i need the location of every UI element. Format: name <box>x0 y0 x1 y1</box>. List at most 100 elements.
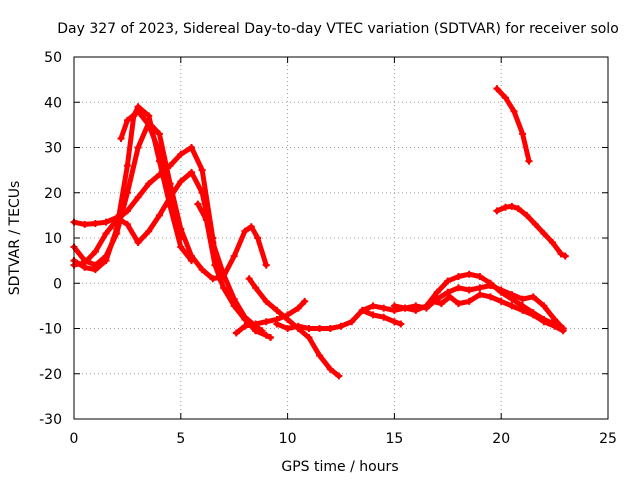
data-point <box>358 306 366 314</box>
series-arc-5 <box>117 107 185 242</box>
data-point <box>187 168 195 176</box>
data-point <box>123 189 131 197</box>
data-point <box>102 252 110 260</box>
data-point <box>262 318 270 326</box>
data-point <box>166 162 174 170</box>
x-tick-label: 15 <box>385 431 403 447</box>
series-arc-14 <box>493 202 569 260</box>
data-point <box>487 282 495 290</box>
data-point <box>123 220 131 228</box>
data-point <box>561 252 569 260</box>
data-point <box>166 193 174 201</box>
data-point <box>454 284 462 292</box>
data-point <box>155 211 163 219</box>
data-point <box>187 252 195 260</box>
data-point <box>294 304 302 312</box>
data-point <box>252 327 260 335</box>
data-point <box>145 121 153 129</box>
data-point <box>390 302 398 310</box>
data-point <box>91 261 99 269</box>
chart-title: Day 327 of 2023, Sidereal Day-to-day VTE… <box>57 21 619 37</box>
data-point <box>177 177 185 185</box>
data-point <box>294 322 302 330</box>
data-point <box>437 300 445 308</box>
data-point <box>305 325 313 332</box>
y-tick-label: 10 <box>44 231 62 247</box>
data-point <box>548 239 556 247</box>
data-point <box>305 334 313 342</box>
data-point <box>177 234 185 242</box>
y-tick-label: -30 <box>39 412 62 428</box>
data-point <box>81 259 89 267</box>
data-point <box>262 261 270 269</box>
series-line <box>195 201 273 341</box>
x-tick-label: 10 <box>279 431 297 447</box>
data-point <box>510 107 518 115</box>
data-point <box>497 286 505 294</box>
data-point <box>177 243 185 251</box>
x-tick-label: 25 <box>599 431 617 447</box>
data-point <box>194 200 202 208</box>
data-point <box>134 144 142 151</box>
data-point <box>401 304 409 312</box>
data-point <box>202 216 210 224</box>
data-point <box>429 297 437 305</box>
data-point <box>134 239 142 247</box>
data-point <box>380 313 388 321</box>
series-line <box>246 276 342 379</box>
data-point <box>252 284 260 292</box>
data-point <box>134 107 142 115</box>
series-line <box>71 120 269 282</box>
series-line <box>391 283 566 331</box>
data-point <box>529 311 537 319</box>
x-axis-label: GPS time / hours <box>281 459 398 475</box>
data-point <box>220 284 228 292</box>
data-point <box>326 365 334 373</box>
data-point <box>487 293 495 301</box>
data-point <box>316 352 324 360</box>
data-point <box>134 193 142 201</box>
data-point <box>454 272 462 280</box>
data-point <box>113 216 121 224</box>
data-point <box>254 234 262 242</box>
data-point <box>380 304 388 312</box>
y-ticks: -30 -20 -10 0 10 20 30 40 50 <box>39 50 608 428</box>
series-arc-6 <box>194 200 275 342</box>
data-point <box>493 85 501 93</box>
data-point <box>123 162 131 170</box>
data-point <box>155 148 163 156</box>
data-point <box>198 266 206 274</box>
data-point <box>241 315 249 323</box>
data-point <box>316 325 324 332</box>
data-point <box>267 334 275 342</box>
data-point <box>262 331 270 339</box>
y-tick-label: 0 <box>53 276 62 292</box>
x-tick-label: 20 <box>492 431 510 447</box>
data-point <box>91 248 99 256</box>
data-point <box>433 288 441 296</box>
data-point <box>348 318 356 326</box>
data-point <box>551 315 559 323</box>
data-point <box>557 250 565 258</box>
data-point <box>540 229 548 237</box>
data-point <box>247 223 255 231</box>
data-point <box>444 288 452 296</box>
data-point <box>209 275 217 283</box>
data-point <box>117 134 125 142</box>
data-point <box>273 320 281 328</box>
x-ticks: 0 5 10 15 20 25 <box>70 57 617 447</box>
data-point <box>497 297 505 305</box>
data-point <box>369 311 377 319</box>
series-line <box>494 86 532 164</box>
data-point <box>145 112 153 120</box>
data-point <box>284 311 292 319</box>
data-point <box>145 180 153 188</box>
data-point <box>177 150 185 158</box>
data-point <box>422 304 430 312</box>
data-point <box>551 322 559 330</box>
data-point <box>529 293 537 301</box>
data-point <box>262 297 270 305</box>
data-point <box>123 207 131 215</box>
data-point <box>465 270 473 278</box>
